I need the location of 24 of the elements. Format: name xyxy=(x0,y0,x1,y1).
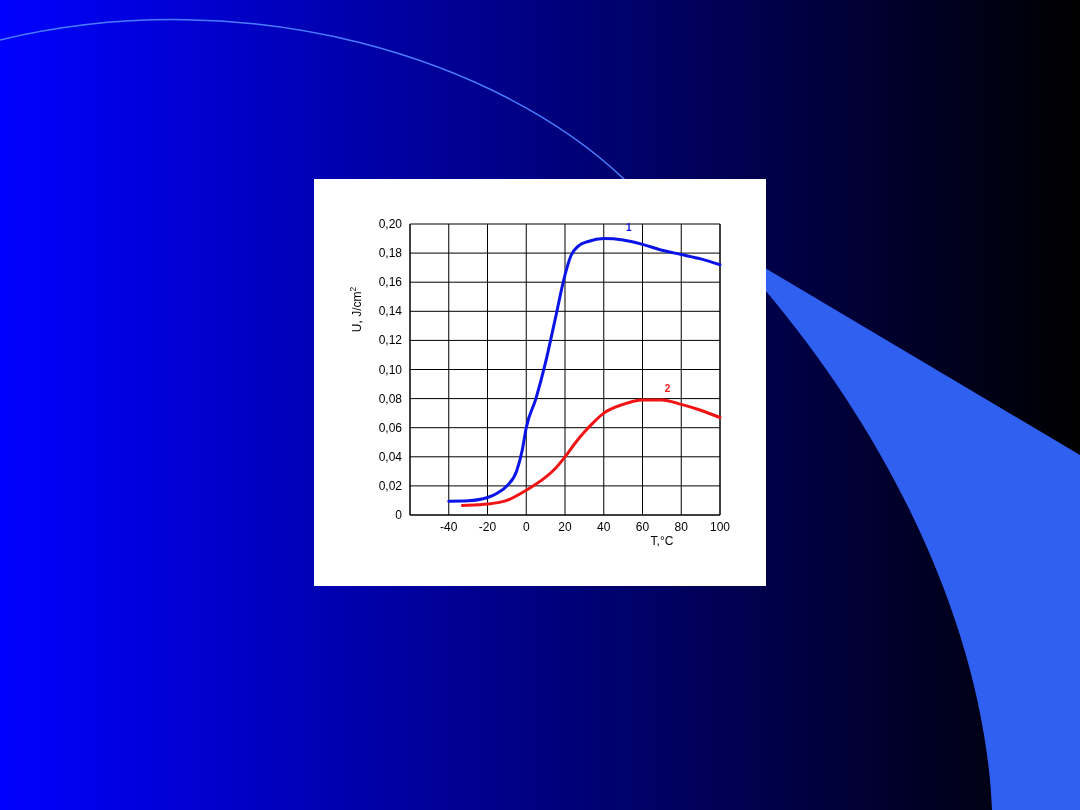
x-tick-label: 20 xyxy=(558,520,572,534)
x-tick-label: 40 xyxy=(597,520,611,534)
y-tick-label: 0,18 xyxy=(378,246,403,261)
x-tick-label: -40 xyxy=(440,520,458,534)
x-tick-label: 60 xyxy=(635,520,650,534)
y-tick-label: 0 xyxy=(395,508,403,522)
line-series xyxy=(447,237,722,503)
x-tick-label: -20 xyxy=(478,520,497,534)
y-tick-label: 0,08 xyxy=(378,391,403,406)
x-axis-title: T,°C xyxy=(650,534,674,548)
y-tick-label: 0,20 xyxy=(378,217,403,231)
y-tick-label: 0,10 xyxy=(378,362,403,377)
x-tick-label: 100 xyxy=(709,520,731,534)
y-tick-label: 0,02 xyxy=(378,478,403,493)
y-tick-label: 0,06 xyxy=(378,420,403,435)
y-tick-label: 0,14 xyxy=(378,304,403,319)
y-tick-label: 0,12 xyxy=(378,333,403,348)
series-label: 1 xyxy=(625,221,632,233)
x-tick-label: 80 xyxy=(674,520,689,534)
series-label: 2 xyxy=(664,383,671,395)
line-series xyxy=(460,398,722,508)
y-tick-label: 0,04 xyxy=(378,449,403,464)
y-tick-label: 0,16 xyxy=(378,275,403,290)
x-tick-label: 0 xyxy=(522,520,530,534)
